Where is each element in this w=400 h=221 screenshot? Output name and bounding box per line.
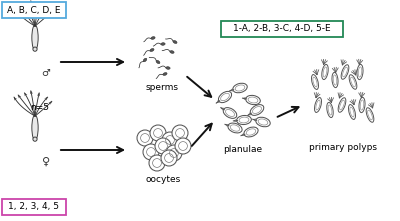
- Text: planulae: planulae: [224, 145, 262, 154]
- Circle shape: [161, 150, 177, 166]
- Ellipse shape: [322, 65, 328, 80]
- FancyBboxPatch shape: [221, 21, 343, 37]
- Ellipse shape: [32, 25, 38, 50]
- Ellipse shape: [312, 74, 318, 90]
- Ellipse shape: [341, 65, 349, 79]
- Text: 1, 2, 3, 4, 5: 1, 2, 3, 4, 5: [8, 202, 60, 211]
- Ellipse shape: [156, 60, 160, 64]
- Ellipse shape: [166, 67, 170, 69]
- Text: ♀: ♀: [42, 157, 50, 167]
- Ellipse shape: [244, 127, 258, 137]
- Ellipse shape: [218, 91, 232, 103]
- Ellipse shape: [349, 75, 357, 89]
- Text: A, B, C, D, E: A, B, C, D, E: [7, 6, 61, 15]
- Text: n=5: n=5: [30, 103, 50, 112]
- Ellipse shape: [314, 97, 322, 112]
- Ellipse shape: [32, 115, 38, 140]
- Ellipse shape: [246, 95, 260, 105]
- Text: 1-A, 2-B, 3-C, 4-D, 5-E: 1-A, 2-B, 3-C, 4-D, 5-E: [233, 25, 331, 34]
- FancyBboxPatch shape: [2, 199, 66, 215]
- Ellipse shape: [366, 108, 374, 122]
- Circle shape: [172, 125, 188, 141]
- Ellipse shape: [357, 64, 363, 80]
- Ellipse shape: [33, 137, 37, 141]
- Ellipse shape: [33, 47, 37, 51]
- Ellipse shape: [233, 83, 247, 93]
- Ellipse shape: [151, 37, 155, 39]
- Ellipse shape: [163, 73, 167, 75]
- Ellipse shape: [332, 72, 338, 88]
- Ellipse shape: [143, 58, 147, 62]
- FancyBboxPatch shape: [2, 2, 66, 18]
- Ellipse shape: [161, 43, 165, 45]
- Ellipse shape: [256, 117, 270, 127]
- Circle shape: [137, 130, 153, 146]
- Ellipse shape: [359, 97, 365, 113]
- Ellipse shape: [250, 105, 264, 115]
- Ellipse shape: [170, 51, 174, 53]
- Circle shape: [149, 155, 165, 171]
- Ellipse shape: [150, 49, 154, 51]
- Text: oocytes: oocytes: [145, 175, 181, 185]
- Text: primary polyps: primary polyps: [309, 143, 377, 152]
- Ellipse shape: [327, 103, 333, 118]
- Ellipse shape: [348, 105, 356, 119]
- Ellipse shape: [237, 115, 251, 125]
- Circle shape: [143, 144, 159, 160]
- Circle shape: [155, 138, 171, 154]
- Circle shape: [175, 138, 191, 154]
- Ellipse shape: [228, 123, 242, 133]
- Circle shape: [162, 132, 178, 148]
- Ellipse shape: [223, 108, 237, 118]
- Circle shape: [166, 145, 182, 161]
- Ellipse shape: [173, 40, 177, 44]
- Text: sperms: sperms: [146, 84, 178, 93]
- Ellipse shape: [338, 98, 346, 112]
- Text: ♂: ♂: [42, 68, 50, 78]
- Circle shape: [150, 125, 166, 141]
